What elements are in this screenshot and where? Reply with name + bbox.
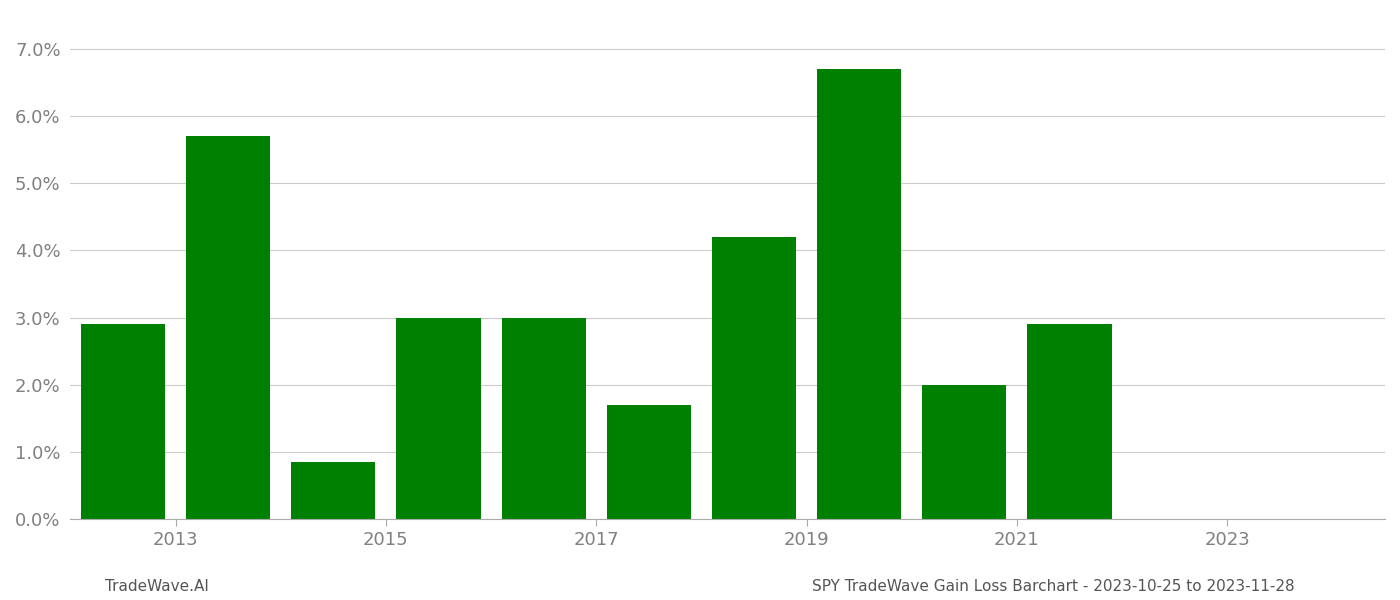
Bar bbox=[396, 317, 480, 519]
Bar bbox=[501, 317, 585, 519]
Text: SPY TradeWave Gain Loss Barchart - 2023-10-25 to 2023-11-28: SPY TradeWave Gain Loss Barchart - 2023-… bbox=[812, 579, 1295, 594]
Bar bbox=[186, 136, 270, 519]
Bar bbox=[81, 324, 165, 519]
Bar bbox=[1028, 324, 1112, 519]
Bar bbox=[711, 237, 797, 519]
Bar bbox=[818, 69, 902, 519]
Bar bbox=[606, 405, 690, 519]
Bar bbox=[923, 385, 1007, 519]
Text: TradeWave.AI: TradeWave.AI bbox=[105, 579, 209, 594]
Bar bbox=[291, 462, 375, 519]
